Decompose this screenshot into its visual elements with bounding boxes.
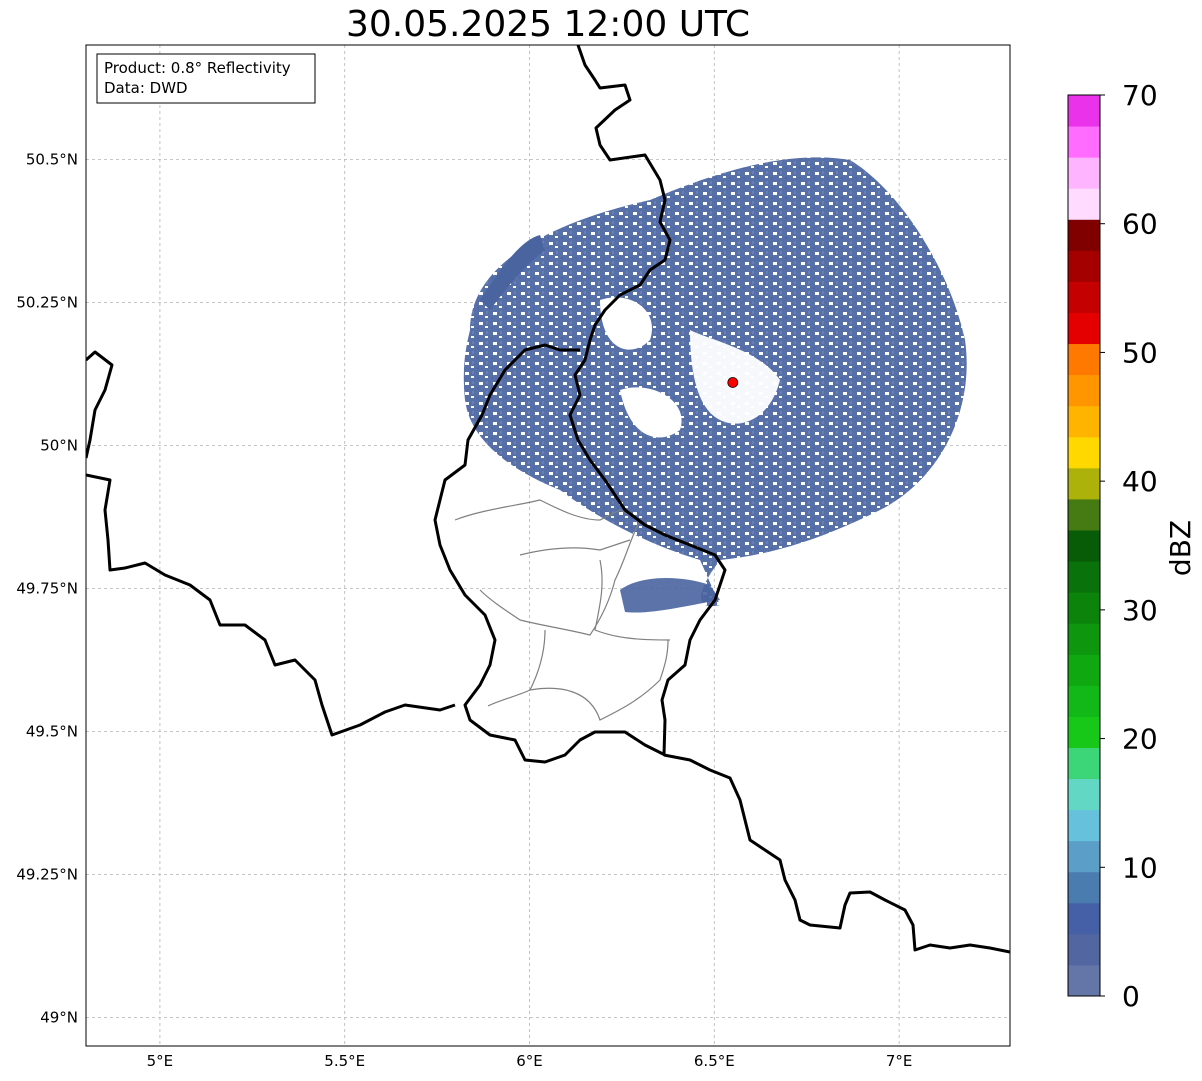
admin-border-line (594, 559, 671, 641)
country-borders (86, 45, 1010, 954)
colorbar-segment (1068, 933, 1100, 966)
colorbar-segment (1068, 250, 1100, 282)
lat-tick-label: 49.5°N (26, 722, 78, 740)
colorbar-tick-label: 60 (1122, 208, 1158, 241)
colorbar-label: dBZ (1164, 520, 1197, 576)
colorbar-segment (1068, 809, 1100, 842)
france-belgium-border (86, 473, 456, 737)
info-box-frame (96, 53, 316, 104)
colorbar-segment (1068, 716, 1100, 748)
radar-clutter-gap (690, 330, 780, 424)
colorbar-segment (1068, 436, 1100, 469)
colorbar-segment (1068, 343, 1100, 376)
colorbar-tick-label: 20 (1122, 723, 1158, 756)
colorbar-tick-label: 40 (1122, 465, 1158, 498)
luxembourg-border (433, 343, 666, 764)
info-box: Product: 0.8° Reflectivity Data: DWD (96, 53, 316, 104)
lon-tick-label: 7°E (886, 1052, 913, 1070)
colorbar-segment (1068, 623, 1100, 655)
lat-tick-label: 49.75°N (16, 579, 78, 597)
longitude-axis: 5°E 5.5°E 6°E 6.5°E 7°E (147, 1052, 913, 1070)
radar-echo-cell (620, 578, 720, 613)
admin-border-line (454, 499, 641, 636)
colorbar-segment (1068, 840, 1100, 873)
radar-echo-cell (480, 235, 545, 310)
colorbar-segment (1068, 312, 1100, 345)
colorbar-frame (1067, 94, 1101, 997)
colorbar-segment (1068, 126, 1100, 158)
radar-clutter-gap (620, 387, 682, 438)
radar-echo-layer (463, 157, 967, 613)
colorbar-tick-label: 50 (1122, 336, 1158, 369)
lon-tick-label: 5.5°E (324, 1052, 365, 1070)
colorbar-segment (1068, 902, 1100, 935)
colorbar-segment (1068, 964, 1100, 997)
colorbar-segment (1068, 592, 1100, 624)
colorbar-tick-label: 30 (1122, 594, 1158, 627)
colorbar-segment (1068, 374, 1100, 407)
colorbar-segment (1068, 747, 1100, 780)
info-data-source-text: Data: DWD (104, 79, 188, 97)
lat-tick-label: 50.5°N (26, 150, 78, 168)
colorbar-segment (1068, 157, 1100, 189)
map-title: 30.05.2025 12:00 UTC (345, 4, 751, 45)
colorbar-segment (1068, 871, 1100, 904)
colorbar-segment (1068, 778, 1100, 811)
lat-tick-label: 50.25°N (16, 293, 78, 311)
colorbar-tick-label: 70 (1122, 79, 1158, 112)
map-frame (85, 44, 1011, 1047)
admin-border-line (529, 639, 669, 721)
radar-site-marker (727, 377, 739, 388)
lat-tick-label: 49°N (40, 1008, 78, 1026)
colorbar: 0 10 20 30 40 50 60 70 (1067, 79, 1158, 1013)
lon-tick-label: 5°E (147, 1052, 174, 1070)
colorbar-tick-label: 0 (1122, 980, 1140, 1013)
latitude-axis: 50.5°N 50.25°N 50°N 49.75°N 49.5°N 49.25°N 49°… (16, 150, 78, 1026)
radar-site-dot (727, 377, 739, 388)
colorbar-segment (1068, 95, 1100, 127)
colorbar-segment (1068, 498, 1100, 531)
colorbar-segment (1068, 654, 1100, 686)
colorbar-segment (1068, 685, 1100, 717)
lon-tick-label: 6°E (516, 1052, 543, 1070)
lat-tick-label: 50°N (40, 436, 78, 454)
colorbar-segment (1068, 405, 1100, 438)
colorbar-segment (1068, 467, 1100, 500)
france-germany-border (663, 753, 1010, 954)
colorbar-tick-label: 10 (1122, 851, 1158, 884)
colorbar-segment (1068, 219, 1100, 251)
admin-border-line (519, 539, 631, 556)
colorbar-segment (1068, 188, 1100, 220)
colorbar-segment (1068, 281, 1100, 313)
lat-tick-label: 49.25°N (16, 865, 78, 883)
radar-clutter-gap (600, 297, 652, 350)
germany-belgium-luxembourg-border (568, 45, 727, 756)
belgium-france-border-north (86, 350, 114, 459)
colorbar-segment (1068, 561, 1100, 593)
lon-tick-label: 6.5°E (694, 1052, 735, 1070)
admin-borders (454, 499, 671, 721)
info-product-text: Product: 0.8° Reflectivity (104, 59, 291, 77)
colorbar-segment (1068, 529, 1100, 562)
